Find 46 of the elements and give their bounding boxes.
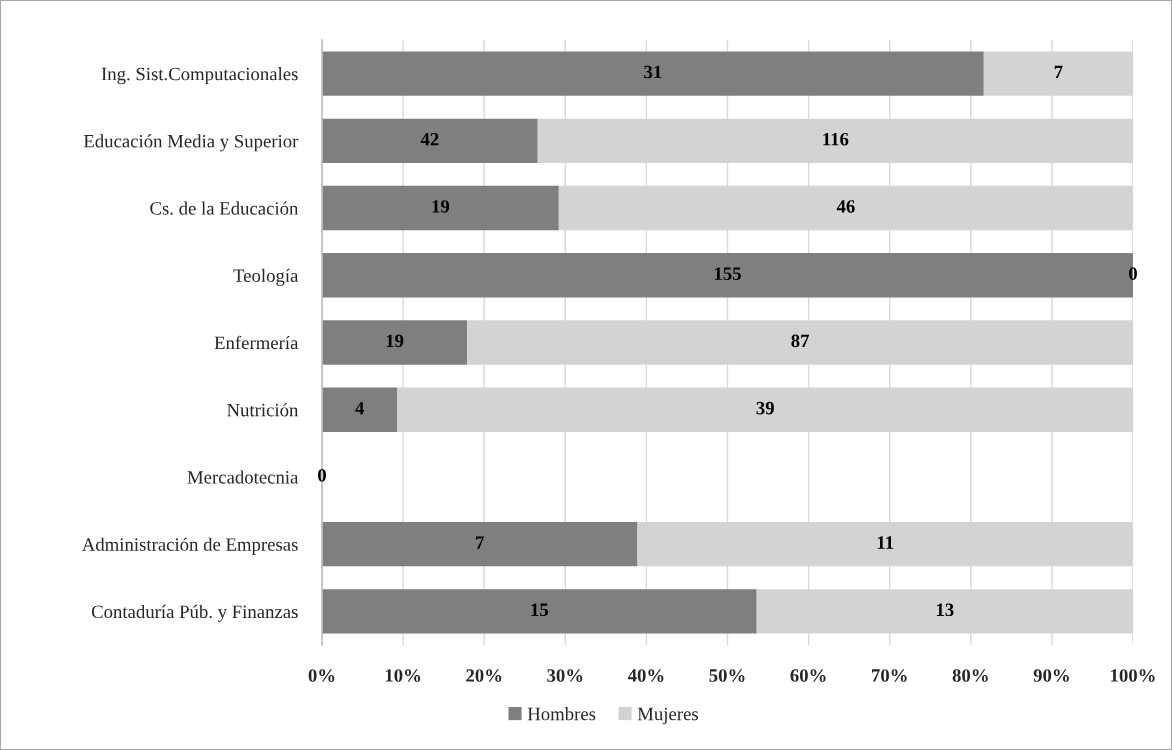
annotation: 0: [1129, 267, 1137, 280]
annotation: 7: [476, 536, 484, 549]
annotation: 31: [644, 65, 662, 79]
annotation: 39: [756, 401, 774, 415]
x-tick-label: 80%: [952, 669, 988, 682]
x-tick-label: 0%: [308, 669, 335, 682]
annotation: 11: [877, 536, 894, 549]
x-tick-label: 70%: [872, 669, 907, 682]
annotation: 19: [432, 200, 450, 213]
x-tick-label: 60%: [790, 669, 826, 682]
bar: [322, 51, 984, 96]
legend-label: Mujeres: [637, 707, 698, 725]
y-tick-label: Educación Media y Superior: [83, 134, 299, 152]
annotation: 19: [386, 334, 404, 348]
bar: [322, 118, 538, 164]
y-tick-label: Administración de Empresas: [81, 537, 298, 555]
y-tick-label: Enfermería: [214, 335, 299, 350]
annotation: 13: [936, 603, 954, 617]
bar: [322, 387, 398, 432]
annotation: 0: [318, 468, 326, 482]
annotation: 46: [836, 200, 855, 213]
annotation: 87: [791, 334, 809, 348]
annotation: 155: [714, 267, 741, 280]
x-tick-label: 90%: [1033, 669, 1069, 682]
y-tick-label: Teología: [233, 268, 299, 286]
bar: [322, 589, 757, 634]
y-tick-label: Ing. Sist.Computacionales: [101, 67, 298, 85]
x-tick-label: 30%: [547, 669, 583, 682]
y-tick-label: Nutrición: [227, 403, 299, 417]
x-tick-label: 100%: [1111, 669, 1155, 682]
annotation: 4: [355, 401, 365, 415]
legend-label: Hombres: [527, 707, 596, 721]
y-tick-label: Mercadotecnia: [187, 470, 299, 484]
bar: [322, 521, 638, 567]
annotation: 42: [420, 132, 439, 146]
bar: [322, 185, 559, 231]
annotation: 116: [823, 132, 849, 146]
x-tick-label: 40%: [627, 669, 664, 682]
annotation: 15: [531, 603, 549, 617]
x-tick-label: 10%: [385, 669, 421, 682]
y-tick-label: Contaduría Púb. y Finanzas: [91, 604, 298, 622]
y-tick-label: Cs. de la Educación: [150, 201, 299, 215]
x-tick-label: 50%: [709, 669, 745, 682]
bar: [322, 320, 468, 365]
annotation: 7: [1054, 65, 1063, 79]
x-tick-label: 20%: [466, 669, 502, 682]
